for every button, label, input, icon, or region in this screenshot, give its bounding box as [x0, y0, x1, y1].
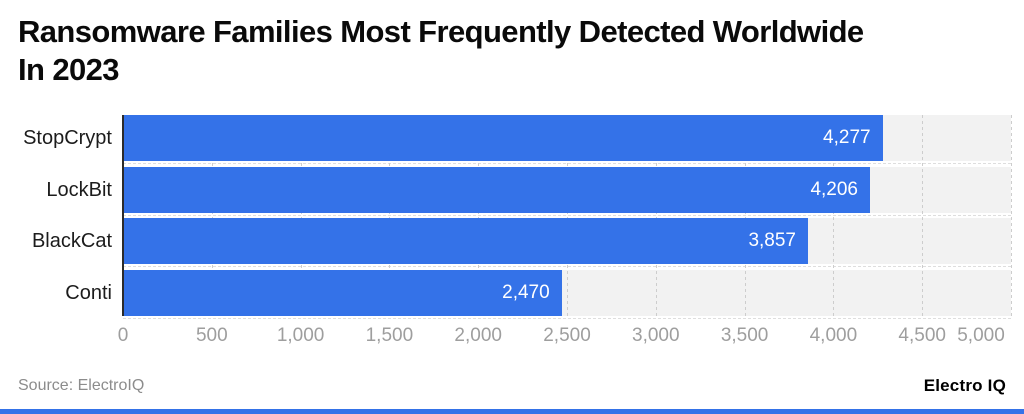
source-text: Source: ElectroIQ: [18, 377, 145, 394]
bar: 4,277: [123, 115, 883, 161]
bar-value-label: 3,857: [748, 230, 796, 252]
bar: 4,206: [123, 166, 870, 213]
bar: 3,857: [123, 218, 808, 265]
gridline: [1011, 115, 1012, 316]
x-tick-label: 2,000: [454, 325, 502, 346]
y-axis-line: [122, 115, 124, 316]
bar-track: 2,470: [123, 269, 1011, 316]
bar-track: 4,277: [123, 115, 1011, 161]
bar-value-label: 2,470: [502, 281, 550, 303]
bar-value-label: 4,206: [810, 178, 858, 200]
bar-track: 4,206: [123, 166, 1011, 213]
category-label: LockBit: [46, 178, 112, 201]
bar-value-label: 4,277: [823, 127, 871, 148]
x-tick-label: 3,500: [720, 325, 769, 346]
bar-row: StopCrypt 4,277: [23, 115, 1011, 164]
bar: 2,470: [123, 269, 562, 316]
x-tick-label: 5,000: [957, 325, 1005, 346]
bar-row: Conti 2,470: [65, 269, 1011, 319]
brand-accent-strip: [0, 409, 1024, 414]
category-label: StopCrypt: [23, 127, 112, 149]
x-tick-label: 2,500: [543, 325, 591, 346]
chart-title-line-1: Ransomware Families Most Frequently Dete…: [18, 14, 864, 49]
x-tick-label: 3,000: [632, 325, 680, 346]
category-label: Conti: [65, 281, 112, 304]
x-tick-label: 1,000: [276, 325, 325, 346]
bar-row: LockBit 4,206: [46, 166, 1011, 216]
x-tick-label: 4,500: [898, 325, 946, 346]
x-tick-label: 0: [117, 325, 129, 346]
bar-track: 3,857: [123, 218, 1011, 265]
chart-title: Ransomware Families Most Frequently Dete…: [18, 13, 1013, 89]
chart-title-line-2: In 2023: [18, 52, 120, 87]
x-tick-label: 1,500: [365, 325, 414, 346]
x-tick-label: 4,000: [809, 325, 858, 346]
bar-row: BlackCat 3,857: [32, 218, 1011, 268]
brand-logo-text: Electro IQ: [923, 376, 1006, 395]
category-label: BlackCat: [31, 230, 112, 253]
x-axis: 0 500 1,000 1,500 2,000 2,500 3,000 3,500 4,000 4…: [118, 322, 1011, 348]
x-tick-label: 500: [195, 325, 228, 346]
plot-area: StopCrypt 4,277 LockBit 4,206 BlackCat 3…: [23, 115, 1012, 319]
bar-rows: StopCrypt 4,277 LockBit 4,206 BlackCat 3…: [23, 115, 1011, 319]
